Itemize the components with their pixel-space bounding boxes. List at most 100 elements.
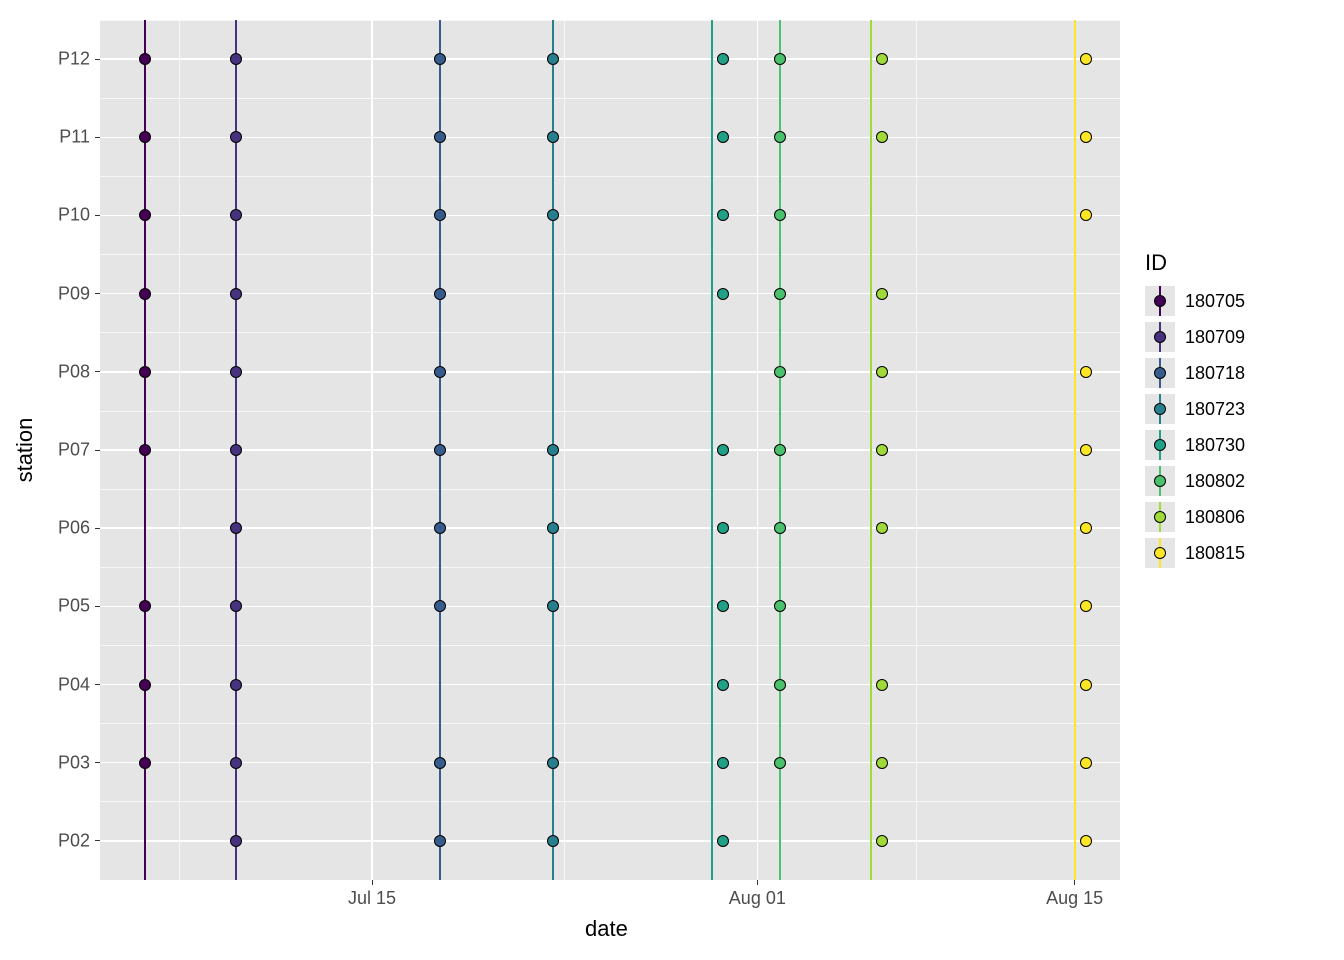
series-vline [1074,20,1076,880]
gridline-minor-v [916,20,917,880]
gridline-minor-h [100,567,1120,568]
y-tick-mark [95,606,100,607]
gridline-minor-h [100,880,1120,881]
legend-item: 180730 [1145,430,1245,460]
data-point [774,522,786,534]
x-tick-label: Jul 15 [348,888,396,909]
data-point [1080,53,1092,65]
x-tick-label: Aug 01 [729,888,786,909]
gridline-minor-v [179,20,180,880]
y-tick-label: P11 [59,127,90,148]
data-point [230,522,242,534]
data-point [230,288,242,300]
legend-key-point [1154,367,1166,379]
legend-item: 180723 [1145,394,1245,424]
y-tick-mark [95,293,100,294]
data-point [139,366,151,378]
y-tick-label: P08 [58,361,90,382]
data-point [547,522,559,534]
data-point [717,288,729,300]
legend-label: 180723 [1185,399,1245,420]
legend-key [1145,286,1175,316]
gridline-h [100,527,1120,529]
series-vline [870,20,872,880]
x-tick-mark [372,880,373,885]
legend-item: 180705 [1145,286,1245,316]
data-point [876,288,888,300]
data-point [139,679,151,691]
data-point [717,209,729,221]
legend-label: 180718 [1185,363,1245,384]
data-point [876,522,888,534]
y-tick-label: P06 [58,518,90,539]
data-point [1080,131,1092,143]
gridline-minor-h [100,723,1120,724]
gridline-h [100,137,1120,139]
data-point [876,53,888,65]
data-point [876,757,888,769]
gridline-minor-h [100,645,1120,646]
data-point [230,757,242,769]
data-point [230,131,242,143]
data-point [1080,366,1092,378]
legend-key-point [1154,439,1166,451]
data-point [139,600,151,612]
data-point [1080,209,1092,221]
data-point [139,444,151,456]
gridline-minor-h [100,98,1120,99]
gridline-minor-h [100,489,1120,490]
legend-key [1145,502,1175,532]
gridline-v [371,20,373,880]
x-tick-mark [757,880,758,885]
data-point [717,757,729,769]
legend-key [1145,466,1175,496]
data-point [876,131,888,143]
data-point [230,679,242,691]
y-tick-mark [95,137,100,138]
gridline-h [100,215,1120,217]
y-tick-label: P10 [58,205,90,226]
data-point [230,209,242,221]
gridline-h [100,840,1120,842]
data-point [547,835,559,847]
gridline-h [100,293,1120,295]
legend-key [1145,358,1175,388]
y-tick-mark [95,762,100,763]
data-point [717,53,729,65]
legend-key-point [1154,475,1166,487]
legend-label: 180730 [1185,435,1245,456]
y-tick-label: P09 [58,283,90,304]
data-point [547,600,559,612]
data-point [230,835,242,847]
y-tick-mark [95,450,100,451]
data-point [139,131,151,143]
gridline-h [100,58,1120,60]
data-point [230,600,242,612]
legend-label: 180806 [1185,507,1245,528]
data-point [1080,679,1092,691]
gridline-minor-h [100,20,1120,21]
gridline-v [757,20,759,880]
gridline-minor-h [100,801,1120,802]
data-point [434,53,446,65]
series-vline [711,20,713,880]
data-point [547,53,559,65]
legend-key-point [1154,403,1166,415]
data-point [774,209,786,221]
gridline-h [100,762,1120,764]
legend: ID 1807051807091807181807231807301808021… [1145,250,1245,574]
data-point [434,522,446,534]
data-point [774,288,786,300]
y-tick-label: P03 [58,752,90,773]
data-point [434,366,446,378]
y-tick-label: P12 [58,49,90,70]
x-tick-label: Aug 15 [1046,888,1103,909]
gridline-minor-h [100,411,1120,412]
gridline-minor-h [100,332,1120,333]
data-point [434,757,446,769]
data-point [717,131,729,143]
legend-key [1145,538,1175,568]
data-point [876,366,888,378]
y-tick-label: P07 [58,440,90,461]
data-point [547,444,559,456]
